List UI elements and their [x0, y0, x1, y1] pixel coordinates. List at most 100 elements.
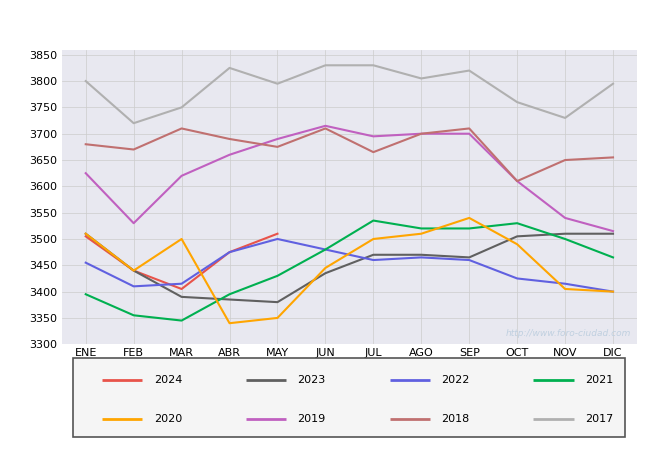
- 2017: [82, 78, 90, 84]
- 2017: [177, 105, 185, 110]
- 2020: [417, 231, 425, 236]
- Text: 2019: 2019: [298, 414, 326, 424]
- 2017: [609, 81, 617, 86]
- 2022: [417, 255, 425, 260]
- 2019: [369, 134, 377, 139]
- 2020: [322, 265, 330, 270]
- 2024: [82, 234, 90, 239]
- 2020: [177, 236, 185, 242]
- 2023: [465, 255, 473, 260]
- 2023: [417, 252, 425, 257]
- 2019: [561, 215, 569, 220]
- Line: 2024: 2024: [86, 234, 278, 289]
- 2021: [561, 236, 569, 242]
- 2022: [465, 257, 473, 263]
- 2021: [514, 220, 521, 226]
- 2022: [609, 289, 617, 294]
- Text: 2018: 2018: [441, 414, 470, 424]
- 2021: [609, 255, 617, 260]
- 2018: [274, 144, 281, 149]
- 2020: [609, 289, 617, 294]
- 2021: [465, 226, 473, 231]
- 2022: [82, 260, 90, 265]
- 2018: [130, 147, 138, 152]
- 2017: [514, 99, 521, 105]
- 2024: [177, 286, 185, 292]
- 2022: [130, 284, 138, 289]
- 2020: [514, 242, 521, 247]
- 2023: [609, 231, 617, 236]
- 2018: [561, 158, 569, 163]
- Line: 2021: 2021: [86, 220, 613, 320]
- FancyBboxPatch shape: [73, 358, 625, 436]
- 2021: [274, 273, 281, 279]
- 2018: [514, 178, 521, 184]
- 2023: [369, 252, 377, 257]
- 2021: [130, 313, 138, 318]
- 2021: [369, 218, 377, 223]
- 2018: [369, 149, 377, 155]
- 2020: [465, 215, 473, 220]
- 2022: [369, 257, 377, 263]
- 2023: [274, 299, 281, 305]
- 2017: [417, 76, 425, 81]
- 2022: [274, 236, 281, 242]
- 2019: [322, 123, 330, 129]
- 2024: [130, 268, 138, 273]
- Line: 2017: 2017: [86, 65, 613, 123]
- 2021: [177, 318, 185, 323]
- 2019: [274, 136, 281, 142]
- 2024: [274, 231, 281, 236]
- Line: 2019: 2019: [86, 126, 613, 231]
- Text: 2021: 2021: [585, 374, 614, 385]
- 2023: [177, 294, 185, 300]
- 2023: [514, 234, 521, 239]
- 2022: [226, 249, 233, 255]
- Text: http://www.foro-ciudad.com: http://www.foro-ciudad.com: [506, 329, 631, 338]
- Line: 2022: 2022: [86, 239, 613, 292]
- 2022: [177, 281, 185, 286]
- Text: Afiliados en Cangas del Narcea a 31/5/2024: Afiliados en Cangas del Narcea a 31/5/20…: [146, 16, 504, 31]
- 2018: [82, 142, 90, 147]
- 2021: [226, 292, 233, 297]
- 2017: [561, 115, 569, 121]
- 2017: [369, 63, 377, 68]
- 2023: [82, 231, 90, 236]
- 2017: [465, 68, 473, 73]
- 2023: [561, 231, 569, 236]
- 2020: [274, 315, 281, 321]
- Line: 2018: 2018: [86, 128, 613, 181]
- Text: 2022: 2022: [441, 374, 470, 385]
- 2021: [417, 226, 425, 231]
- 2022: [561, 281, 569, 286]
- 2019: [226, 152, 233, 158]
- Text: 2020: 2020: [154, 414, 182, 424]
- 2018: [417, 131, 425, 136]
- 2018: [609, 155, 617, 160]
- 2020: [369, 236, 377, 242]
- 2022: [322, 247, 330, 252]
- 2020: [561, 286, 569, 292]
- 2019: [465, 131, 473, 136]
- 2023: [322, 270, 330, 276]
- 2017: [322, 63, 330, 68]
- 2021: [82, 292, 90, 297]
- Text: 2023: 2023: [298, 374, 326, 385]
- 2019: [177, 173, 185, 179]
- 2022: [514, 276, 521, 281]
- 2020: [226, 320, 233, 326]
- 2023: [130, 268, 138, 273]
- Line: 2020: 2020: [86, 218, 613, 323]
- 2018: [322, 126, 330, 131]
- 2021: [322, 247, 330, 252]
- 2017: [274, 81, 281, 86]
- 2017: [130, 121, 138, 126]
- 2019: [609, 229, 617, 234]
- 2019: [417, 131, 425, 136]
- 2020: [82, 231, 90, 236]
- 2019: [130, 220, 138, 226]
- 2019: [82, 171, 90, 176]
- Text: 2017: 2017: [585, 414, 614, 424]
- 2023: [226, 297, 233, 302]
- 2024: [226, 249, 233, 255]
